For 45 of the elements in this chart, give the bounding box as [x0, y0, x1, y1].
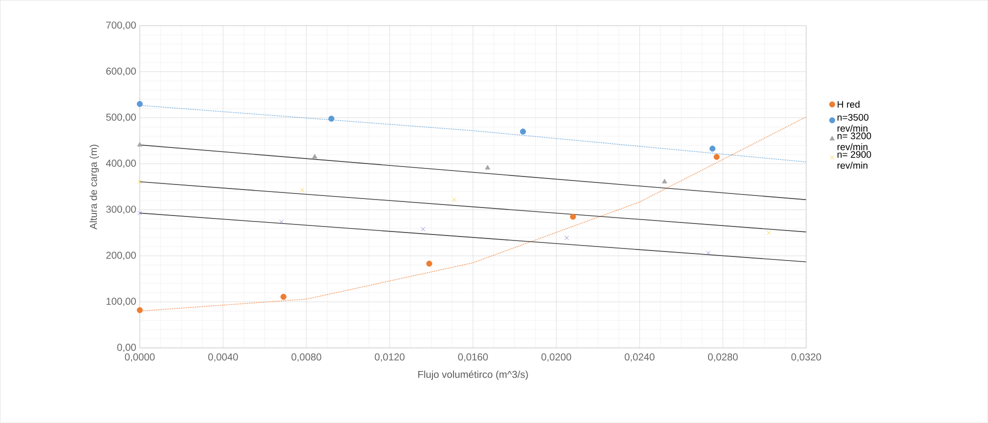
legend-label: H red: [838, 100, 860, 108]
point: [138, 211, 142, 216]
point: [136, 307, 143, 314]
point: [484, 165, 490, 170]
point: [300, 188, 304, 192]
point: [328, 116, 334, 122]
point: [520, 128, 526, 135]
point: [420, 227, 426, 232]
x-tick-label: 0,0120: [374, 354, 405, 362]
x-tick-label: 0,0160: [458, 354, 488, 362]
x-axis-title: Flujo volumétirco (m^3/s): [418, 370, 528, 380]
y-axis-title: Altura de carga (m): [90, 144, 99, 230]
y-tick-label: 400,00: [106, 160, 136, 168]
point: [280, 294, 286, 300]
point: [662, 178, 668, 184]
y-tick-label: 100,00: [106, 298, 136, 306]
x-tick-label: 0,0280: [708, 354, 738, 362]
point: [137, 142, 142, 147]
point: [138, 180, 142, 184]
y-tick-label: 500,00: [106, 114, 136, 122]
x-tick-label: 0,0320: [791, 354, 822, 362]
legend-label: n= 2900 rev/min: [838, 151, 872, 169]
y-tick-label: 700,00: [106, 22, 136, 30]
y-tick-label: 600,00: [106, 68, 136, 76]
x-tick-label: 0,0000: [124, 354, 155, 362]
point: [766, 230, 771, 236]
y-tick-label: 300,00: [106, 206, 136, 214]
point: [564, 236, 569, 240]
point: [426, 260, 432, 267]
point: [312, 154, 318, 159]
point: [452, 198, 456, 202]
x-tick-label: 0,0040: [208, 354, 238, 362]
point: [706, 251, 710, 256]
point: [136, 101, 143, 108]
point: [570, 214, 576, 220]
point: [709, 146, 716, 152]
legend-label: n=3500 rev/min: [838, 114, 868, 132]
point: [714, 154, 720, 160]
x-tick-label: 0,0080: [292, 354, 322, 362]
point: [279, 220, 284, 224]
x-tick-label: 0,0200: [541, 354, 572, 362]
x-tick-label: 0,0240: [624, 354, 654, 362]
legend-label: n= 3200 rev/min: [838, 132, 872, 150]
y-tick-label: 0,00: [117, 344, 136, 352]
y-tick-label: 200,00: [106, 252, 136, 260]
